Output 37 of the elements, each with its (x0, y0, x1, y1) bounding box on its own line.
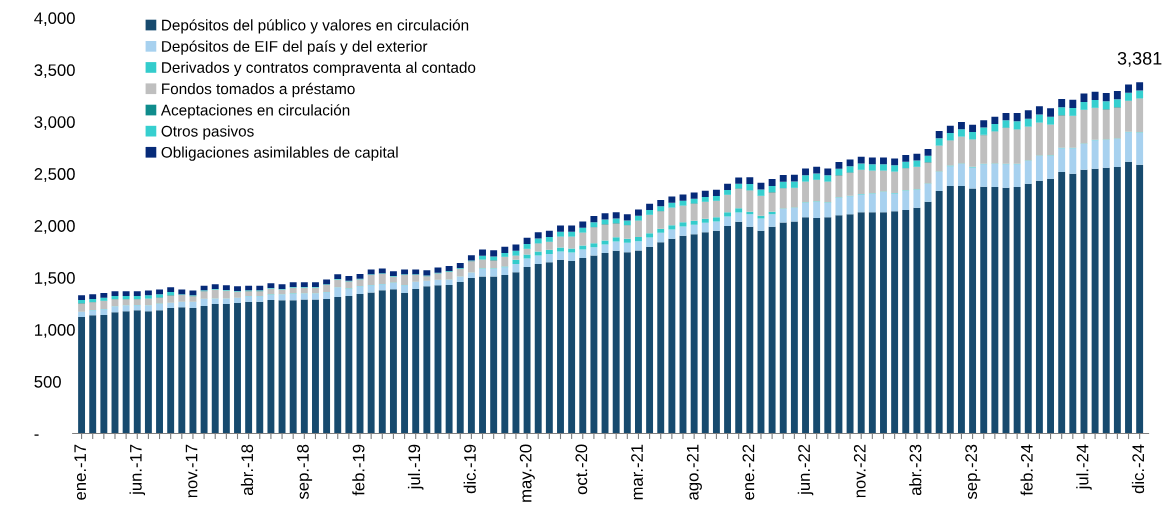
x-tick-label: jun.-22 (797, 444, 814, 496)
x-tick-label: oct.-20 (575, 444, 588, 495)
y-tick-label: 1,000 (35, 323, 75, 338)
x-tick-label: nov.-22 (853, 444, 866, 498)
x-tick-label: dic.-19 (463, 444, 476, 494)
x-tick-label: abr.-23 (909, 444, 922, 496)
x-tick-label: abr.-18 (240, 444, 254, 496)
x-tick-label: may.-20 (519, 444, 535, 502)
x-tick-label: feb.-24 (1020, 444, 1033, 496)
x-tick-label: jun.-17 (129, 444, 146, 496)
annotation: 3,381 (1117, 51, 1162, 67)
x-tick-label: ene.-17 (74, 444, 87, 500)
legend-label: Depósitos de EIF del país y del exterior (162, 40, 428, 55)
x-tick-label: ene.-22 (742, 444, 755, 500)
y-tick-label: 1,500 (35, 272, 75, 286)
x-tick-label: jul.-24 (1076, 444, 1092, 490)
y-tick-label: 3,000 (34, 116, 75, 130)
legend-label: Obligaciones asimilables de capital (161, 146, 398, 161)
legend-label: Derivados y contratos compraventa al contado (162, 61, 476, 76)
legend-label: Fondos tomados a préstamo (162, 82, 355, 98)
x-tick-label: dic.-24 (1131, 444, 1145, 494)
x-tick-label: sep.-18 (297, 444, 313, 500)
x-tick-label: feb.-19 (352, 444, 365, 496)
x-tick-label: mar.-21 (631, 444, 643, 500)
x-tick-label: jul.-19 (407, 444, 424, 490)
x-tick-label: nov.-17 (185, 444, 198, 498)
x-tick-label: sep.-23 (965, 444, 981, 500)
y-tick-label: 2,500 (34, 168, 75, 182)
x-tick-label: ago.-21 (686, 444, 702, 500)
y-tick-label: - (34, 434, 39, 436)
y-tick-label: 500 (34, 375, 61, 388)
legend-label: Otros pasivos (161, 125, 254, 140)
y-tick-label: 2,000 (34, 220, 75, 234)
y-tick-label: 4,000 (34, 12, 75, 27)
y-tick-label: 3,500 (34, 64, 75, 78)
legend-label: Aceptaciones en circulación (160, 104, 350, 119)
legend-label: Depósitos del público y valores en circulación (162, 19, 469, 34)
